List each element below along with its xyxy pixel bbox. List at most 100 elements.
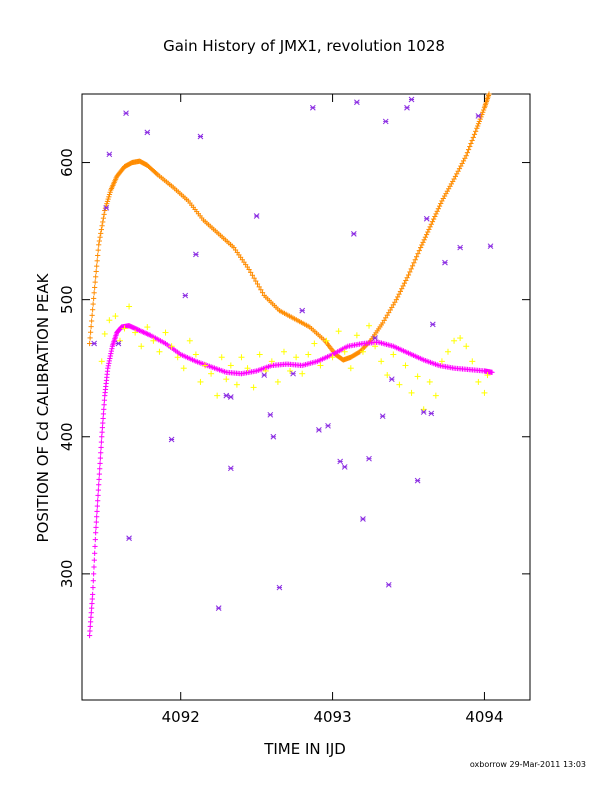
- series-0-point: [407, 269, 413, 275]
- series-0-point: [476, 118, 482, 125]
- series-1-point: [92, 550, 98, 556]
- series-1-point: [90, 578, 96, 584]
- series-0-point: [94, 263, 100, 269]
- series-1-point: [93, 524, 99, 531]
- series-0-point: [486, 91, 492, 97]
- series-2-point: [112, 313, 119, 320]
- series-2-point: [156, 348, 163, 355]
- series-0-point: [421, 237, 427, 243]
- series-3-point: [123, 110, 129, 117]
- axis-layer: 4092 4093 4094 300 400 500 600: [58, 94, 530, 726]
- series-3-point: [354, 99, 360, 106]
- series-1-point: [106, 358, 112, 364]
- series-0-point: [471, 131, 478, 137]
- series-1-point: [100, 420, 106, 426]
- series-0-point: [248, 269, 254, 275]
- series-1-point: [90, 591, 96, 598]
- series-1-point: [99, 434, 105, 440]
- series-3-point: [457, 244, 463, 251]
- series-1-point: [88, 614, 94, 620]
- series-1-point: [98, 439, 105, 445]
- series-1-point: [100, 411, 107, 417]
- series-0-point: [251, 275, 257, 281]
- series-2-point: [438, 358, 445, 365]
- series-1-point: [97, 466, 103, 472]
- series-0-point: [95, 252, 101, 259]
- series-0-point: [469, 137, 475, 144]
- series-2-point: [227, 362, 234, 369]
- series-1-point: [89, 596, 95, 602]
- series-2-point: [341, 348, 348, 355]
- series-0-point: [254, 281, 261, 287]
- series-0: [86, 91, 492, 363]
- series-3-point: [408, 96, 415, 103]
- series-1-point: [97, 455, 103, 461]
- series-3-point: [423, 215, 430, 222]
- series-0-point: [431, 216, 437, 222]
- series-0-point: [409, 263, 416, 269]
- series-2-point: [174, 354, 181, 361]
- series-3-point: [404, 104, 410, 111]
- series-1-point: [88, 610, 94, 616]
- series-0-point: [436, 203, 443, 209]
- series-2-point: [208, 370, 215, 377]
- series-2-point: [101, 330, 108, 337]
- series-0-point: [399, 286, 405, 292]
- series-3-point: [420, 409, 427, 415]
- series-3-point: [309, 104, 316, 111]
- series-3-point: [360, 516, 366, 522]
- series-0-point: [438, 200, 444, 207]
- series-3-point: [261, 372, 268, 378]
- series-3-point: [227, 465, 234, 472]
- series-1-point: [98, 450, 104, 456]
- series-1-point: [107, 353, 113, 359]
- series-1-point: [105, 365, 111, 371]
- series-0-point: [98, 226, 105, 233]
- series-0-point: [106, 191, 113, 198]
- series-1-point: [88, 619, 94, 625]
- series-2-point: [359, 348, 366, 355]
- series-3-point: [487, 243, 494, 250]
- series-3-point: [429, 321, 436, 328]
- series-3-point: [414, 477, 421, 484]
- series-0-point: [90, 301, 96, 307]
- y-axis-title: POSITION OF Cd CALIBRATION PEAK: [34, 272, 52, 542]
- series-2-point: [162, 329, 169, 336]
- series-0-point: [359, 346, 365, 352]
- series-1-point: [101, 397, 108, 403]
- series-0-point: [106, 194, 112, 200]
- series-3-point: [103, 204, 110, 211]
- series-2-point: [366, 322, 373, 329]
- series-0-point: [408, 266, 414, 272]
- series-1-point: [91, 557, 97, 563]
- series-0-point: [97, 234, 103, 240]
- series-3-point: [197, 133, 204, 140]
- series-0-point: [468, 140, 474, 147]
- series-3-point: [267, 411, 274, 418]
- series-0-point: [90, 307, 96, 313]
- series-0-point: [419, 242, 425, 248]
- series-1-point: [107, 355, 113, 362]
- series-2-point: [426, 378, 433, 385]
- series-0-point: [480, 107, 487, 113]
- series-2-point: [475, 378, 482, 385]
- y-tick-label: 500: [58, 285, 76, 314]
- series-2-point: [268, 358, 275, 365]
- series-1-point: [108, 350, 114, 357]
- y-tick-label: 300: [58, 560, 76, 589]
- series-0-point: [99, 223, 105, 229]
- series-2-point: [481, 389, 488, 396]
- series-1-point: [108, 348, 114, 354]
- series-1: [86, 323, 495, 639]
- series-2-point: [106, 317, 113, 324]
- series-0-point: [416, 248, 422, 254]
- series-3-point: [223, 392, 230, 399]
- series-0-point: [418, 244, 424, 251]
- series-2-point: [98, 358, 105, 365]
- series-2-point: [168, 343, 175, 350]
- series-0-point: [96, 242, 102, 248]
- series-0-point: [475, 123, 481, 129]
- series-1-point: [92, 543, 98, 550]
- series-0-point: [88, 324, 94, 330]
